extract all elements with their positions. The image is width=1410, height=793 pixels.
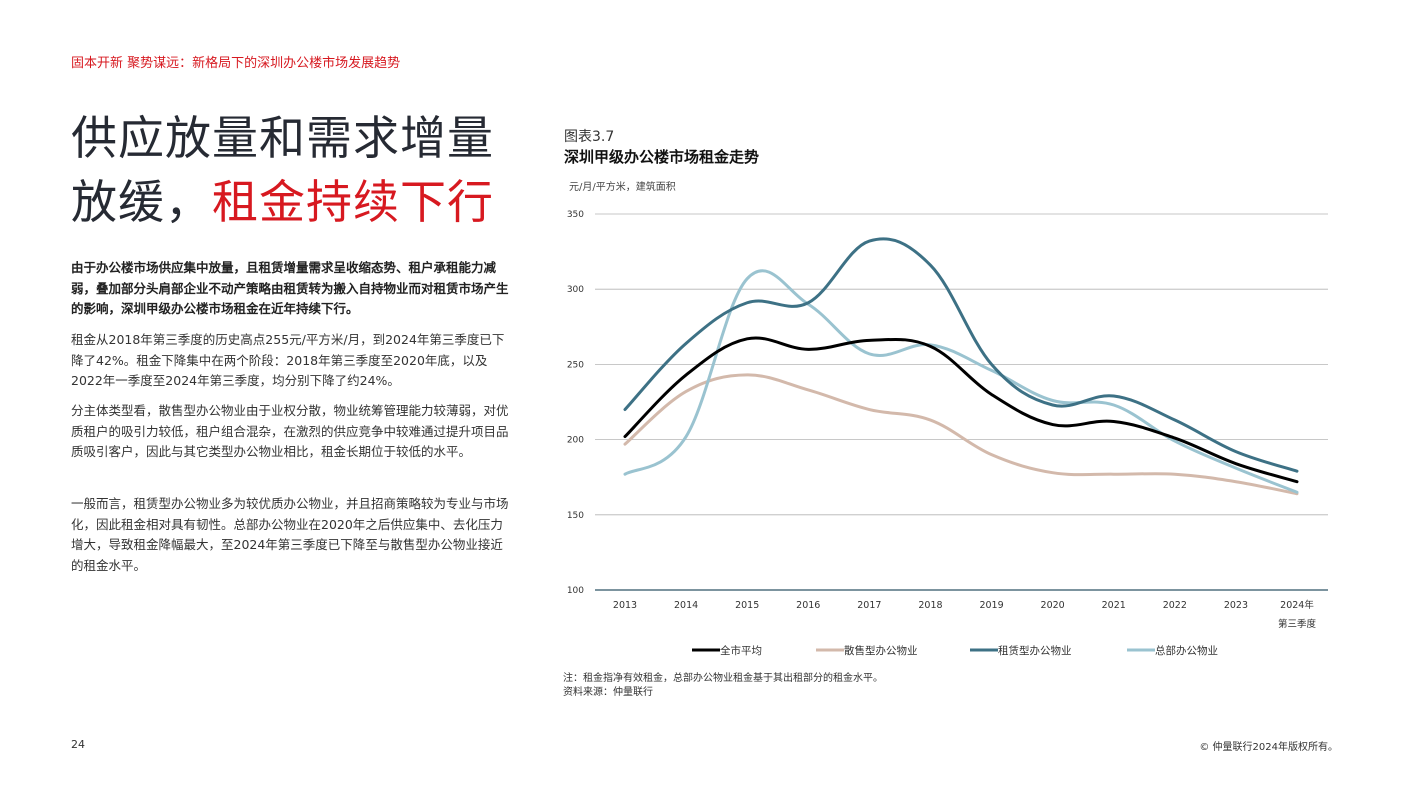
legend-label-3: 总部办公物业 bbox=[1155, 644, 1218, 657]
y-tick-label: 250 bbox=[567, 360, 584, 370]
y-tick-label: 350 bbox=[567, 210, 584, 220]
x-tick-label: 2018 bbox=[918, 600, 942, 611]
body-paragraph-3: 一般而言，租赁型办公物业多为较优质办公物业，并且招商策略较为专业与市场化，因此租… bbox=[71, 496, 509, 573]
legend-label-1: 散售型办公物业 bbox=[844, 644, 918, 657]
x-tick-label: 2017 bbox=[857, 600, 881, 611]
y-axis-unit: 元/月/平方米，建筑面积 bbox=[569, 182, 676, 193]
rent-trend-chart: 100 150 200 250 300 350 2013 2014 2015 2016 2017 20… bbox=[567, 210, 1328, 657]
x-tick-label: 2024年 bbox=[1280, 599, 1314, 611]
series-line-0 bbox=[623, 336, 1299, 484]
x-tick-label: 第三季度 bbox=[1278, 618, 1317, 630]
figure-label: 图表3.7 bbox=[564, 129, 615, 145]
title-line-2-plain: 放缓， bbox=[71, 175, 212, 229]
body-paragraph-1: 租金从2018年第三季度的历史高点255元/平方米/月，到2024年第三季度已下… bbox=[71, 332, 505, 388]
x-tick-label: 2020 bbox=[1041, 600, 1065, 611]
breadcrumb: 固本开新 聚势谋远：新格局下的深圳办公楼市场发展趋势 bbox=[71, 56, 401, 71]
title-line-1: 供应放量和需求增量 bbox=[71, 111, 494, 165]
y-tick-label: 150 bbox=[567, 511, 584, 521]
series-line-2 bbox=[623, 237, 1299, 473]
page-number: 24 bbox=[71, 738, 85, 751]
series-line-1 bbox=[623, 373, 1299, 496]
x-tick-label: 2014 bbox=[674, 600, 698, 611]
body-paragraph-2: 分主体类型看，散售型办公物业由于业权分散，物业统筹管理能力较薄弱，对优质租户的吸… bbox=[71, 403, 509, 459]
copyright: © 仲量联行2024年版权所有。 bbox=[1199, 742, 1338, 753]
x-tick-label: 2022 bbox=[1163, 600, 1187, 611]
x-tick-label: 2023 bbox=[1224, 600, 1248, 611]
x-tick-label: 2015 bbox=[735, 600, 759, 611]
y-tick-label: 200 bbox=[567, 436, 584, 446]
figure-note: 注：租金指净有效租金，总部办公物业租金基于其出租部分的租金水平。 资料来源：仲量… bbox=[563, 672, 883, 700]
title-line-2-accent: 租金持续下行 bbox=[212, 175, 494, 229]
x-tick-label: 2013 bbox=[613, 600, 637, 611]
x-tick-label: 2021 bbox=[1102, 600, 1126, 611]
y-tick-label: 300 bbox=[567, 285, 584, 295]
lead-paragraph: 由于办公楼市场供应集中放量，且租赁增量需求呈收缩态势、租户承租能力减弱，叠加部分… bbox=[71, 260, 509, 316]
x-tick-label: 2019 bbox=[979, 600, 1003, 611]
x-tick-label: 2016 bbox=[796, 600, 820, 611]
page-title: 供应放量和需求增量 放缓，租金持续下行 bbox=[71, 106, 541, 234]
legend-label-0: 全市平均 bbox=[720, 644, 762, 657]
y-tick-label: 100 bbox=[567, 586, 584, 596]
note-text: 注：租金指净有效租金，总部办公物业租金基于其出租部分的租金水平。 bbox=[563, 673, 883, 684]
figure-title: 深圳甲级办公楼市场租金走势 bbox=[564, 148, 760, 166]
source-text: 资料来源：仲量联行 bbox=[563, 687, 653, 698]
legend-label-2: 租赁型办公物业 bbox=[998, 644, 1072, 657]
series-line-3 bbox=[623, 269, 1299, 494]
